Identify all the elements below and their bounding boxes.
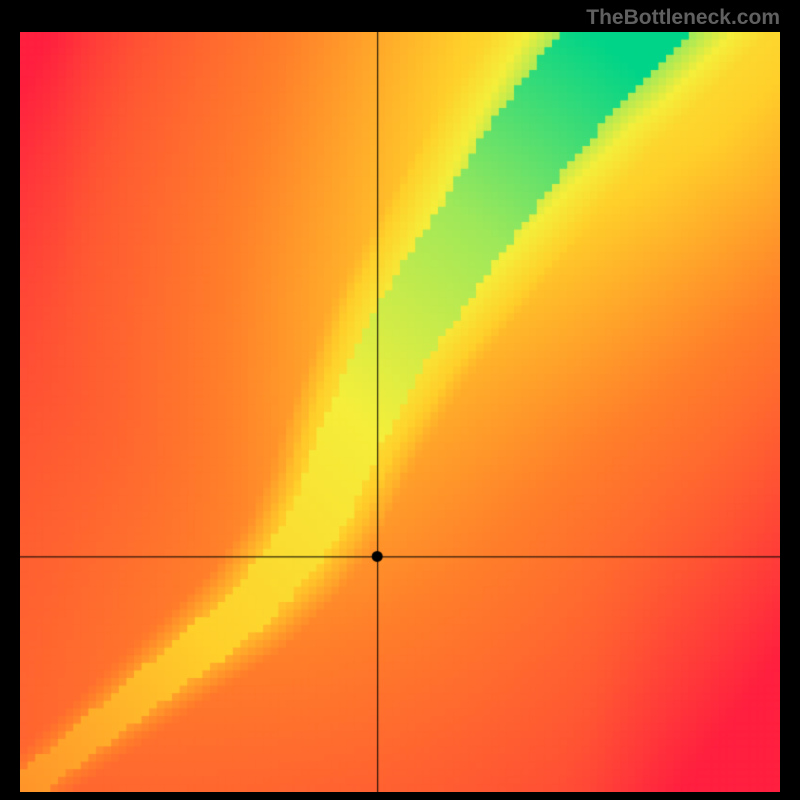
attribution-label: TheBottleneck.com [586,6,780,30]
bottleneck-heatmap [20,32,780,792]
